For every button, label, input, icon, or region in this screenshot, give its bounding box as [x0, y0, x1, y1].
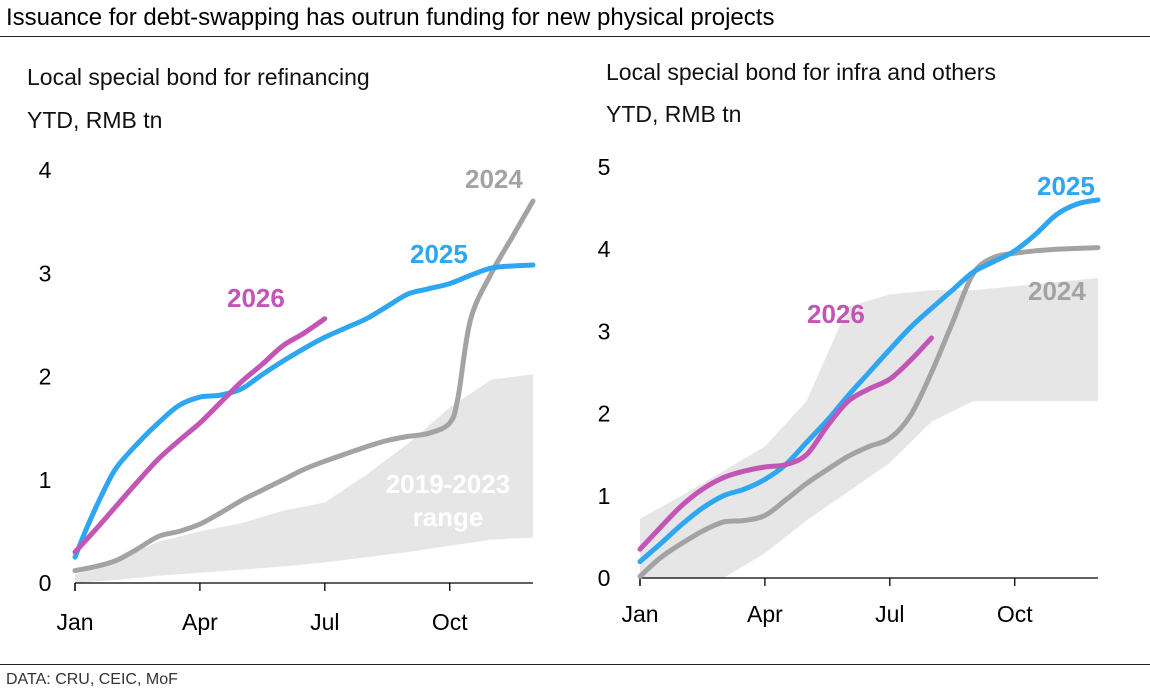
page-title: Issuance for debt-swapping has outrun fu… — [6, 4, 775, 31]
series-line-2024 — [72, 198, 536, 574]
x-tick-label: Oct — [432, 609, 468, 635]
top-rule — [0, 36, 1150, 37]
series-line-2025 — [637, 197, 1101, 565]
panel-subtitle: YTD, RMB tn — [27, 107, 162, 133]
series-line-2024 — [637, 245, 1101, 579]
range-label: 2019-2023 — [386, 469, 510, 499]
series-line-2026 — [637, 335, 934, 552]
y-tick-label: 0 — [598, 565, 611, 591]
x-tick-label: Oct — [997, 601, 1033, 627]
series-label-2025: 2025 — [410, 239, 468, 269]
panel-subtitle: YTD, RMB tn — [606, 101, 741, 127]
y-tick-label: 5 — [598, 154, 611, 180]
range-label: 2019-2023 — [951, 439, 1075, 469]
x-tick-label: Jul — [310, 609, 339, 635]
x-tick-label: Apr — [182, 609, 218, 635]
x-tick-label: Jan — [56, 609, 93, 635]
x-tick-label: Jul — [875, 601, 904, 627]
series-label-2026: 2026 — [807, 299, 865, 329]
series-line-2025 — [72, 262, 536, 560]
bottom-rule — [0, 664, 1150, 665]
series-label-2024: 2024 — [1028, 276, 1086, 306]
y-tick-label: 3 — [39, 260, 52, 286]
y-tick-label: 3 — [598, 318, 611, 344]
range-label: range — [978, 472, 1049, 502]
series-label-2026: 2026 — [227, 283, 285, 313]
y-tick-label: 1 — [598, 483, 611, 509]
y-tick-label: 1 — [39, 467, 52, 493]
panel-title: Local special bond for refinancing — [27, 64, 370, 90]
data-source: DATA: CRU, CEIC, MoF — [6, 671, 178, 688]
y-tick-label: 4 — [598, 236, 611, 262]
y-tick-label: 2 — [39, 364, 52, 390]
range-band — [75, 374, 533, 583]
y-tick-label: 0 — [39, 570, 52, 596]
y-tick-label: 2 — [598, 401, 611, 427]
range-band — [640, 278, 1098, 578]
range-label: range — [413, 502, 484, 532]
series-label-2025: 2025 — [1037, 171, 1095, 201]
series-label-2024: 2024 — [465, 164, 523, 194]
x-tick-label: Apr — [747, 601, 783, 627]
panel-title: Local special bond for infra and others — [606, 59, 996, 85]
series-line-2026 — [72, 316, 328, 555]
x-tick-label: Jan — [621, 601, 658, 627]
y-tick-label: 4 — [39, 157, 52, 183]
